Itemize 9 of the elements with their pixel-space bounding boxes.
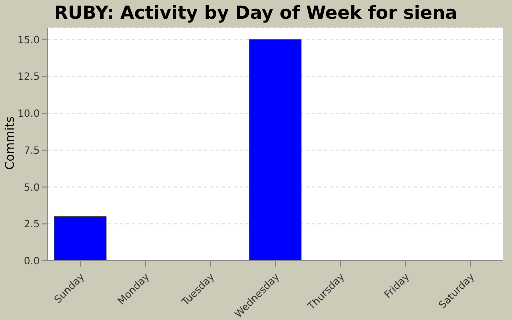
y-tick-label: 10.0	[18, 109, 40, 120]
y-tick-label: 0.0	[24, 256, 40, 268]
y-tick-label: 12.5	[18, 72, 40, 84]
y-tick-label: 7.5	[24, 146, 40, 157]
y-axis-title: Commits	[3, 116, 17, 170]
y-tick-label: 15.0	[18, 35, 40, 46]
chart-title: RUBY: Activity by Day of Week for siena	[53, 3, 459, 24]
y-tick-label: 5.0	[24, 182, 40, 194]
y-tick-label: 2.5	[24, 220, 40, 231]
